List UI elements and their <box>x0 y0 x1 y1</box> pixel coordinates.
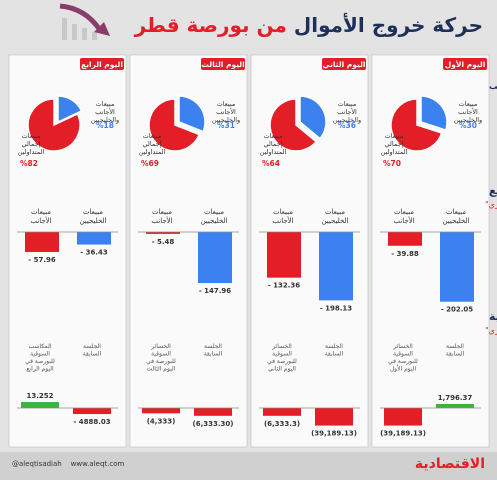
pie-slice-gulf-foreign-1 <box>420 95 448 131</box>
loss-cat-4-1: المكاسب السوقية للبورصة في اليوم الرابع <box>25 343 55 373</box>
section-loss-title: الخسائر السوقية <box>489 310 497 323</box>
pie-label-total-4: مبيعات إجمالي المتداولين <box>18 132 45 156</box>
loss-value-4-0: 4888.03 - <box>73 418 110 426</box>
net-bar-2-0 <box>319 232 353 301</box>
pie-value-total-3: %69 <box>141 159 159 168</box>
loss-bar-4-0 <box>73 408 111 415</box>
loss-cat-3-0: الجلسة السابقة <box>204 343 223 358</box>
loss-bar-1-0 <box>436 404 474 408</box>
loss-cat-2-0: الجلسة السابقة <box>325 343 344 358</box>
net-value-1-1: 39.88 - <box>391 250 419 258</box>
net-bar-4-0 <box>77 232 111 245</box>
loss-value-3-0: (6,333.30) <box>193 420 234 428</box>
pie-slice-gulf-foreign-2 <box>299 95 327 140</box>
day-badge-2 <box>322 58 366 70</box>
pie-slice-total-2 <box>269 98 318 152</box>
loss-bar-4-1 <box>21 402 59 408</box>
publisher-logo: الاقتصادية <box>414 456 485 472</box>
loss-value-4-1: 13.252 <box>26 392 53 400</box>
net-bar-1-1 <box>388 232 422 246</box>
footer: @aleqtisadiah www.aleqt.com الاقتصادية <box>0 452 497 480</box>
section-loss-unit: "مليار ريال قطري" <box>485 326 497 335</box>
pie-value-gulf-foreign-3: %31 <box>217 121 235 130</box>
net-bar-3-1 <box>146 232 180 234</box>
loss-bar-2-0 <box>315 408 353 426</box>
loss-cat-1-1: الخسائر السوقية للبورصة في اليوم الأول <box>388 343 418 373</box>
net-cat-2-0: مبيعات الخليجيين <box>321 208 348 225</box>
pie-label-gulf-foreign-1: مبيعات الأجانب والخليجيين <box>454 100 482 124</box>
loss-value-1-1: (39,189.13) <box>380 430 426 438</box>
section-net-title: قيمة صافي البيع <box>489 184 497 197</box>
twitter-handle: @aleqtisadiah <box>12 460 62 468</box>
down-trend-icon <box>59 3 110 40</box>
net-value-3-0: 147.96 - <box>199 287 231 295</box>
pie-slice-total-3 <box>148 98 201 152</box>
pie-value-gulf-foreign-1: %30 <box>459 121 477 130</box>
loss-bar-3-0 <box>194 408 232 416</box>
net-cat-2-1: مبيعات الأجانب <box>272 208 293 225</box>
pie-label-gulf-foreign-4: مبيعات الأجانب والخليجيين <box>91 100 119 124</box>
net-value-4-1: 57.96 - <box>28 256 56 264</box>
pie-label-total-2: مبيعات إجمالي المتداولين <box>260 132 287 156</box>
footer-social: @aleqtisadiah www.aleqt.com <box>12 460 124 468</box>
day-badge-3 <box>201 58 245 70</box>
pie-value-total-4: %82 <box>20 159 38 168</box>
loss-value-2-1: (6,333.3) <box>264 420 300 428</box>
pie-value-gulf-foreign-2: %36 <box>338 121 356 130</box>
title-part1: حركة خروج الأموال <box>293 13 483 37</box>
net-bar-2-1 <box>267 232 301 278</box>
page-title: حركة خروج الأموال من بورصة قطر <box>135 13 483 37</box>
day-badge-4 <box>80 58 124 70</box>
day-label-3: اليوم الثالث <box>201 60 244 69</box>
loss-cat-3-1: الخسائر السوقية للبورصة في اليوم الثالث <box>146 343 176 373</box>
day-badge-1 <box>443 58 487 70</box>
day-label-2: اليوم الثاني <box>323 60 366 69</box>
loss-cat-4-0: الجلسة السابقة <box>83 343 102 358</box>
loss-bar-2-1 <box>263 408 301 416</box>
net-value-2-0: 198.13 - <box>320 304 352 312</box>
net-value-1-0: 202.05 - <box>441 306 473 314</box>
net-value-4-0: 36.43 - <box>80 249 108 257</box>
net-bar-1-0 <box>440 232 474 302</box>
net-bar-3-0 <box>198 232 232 284</box>
pie-value-total-1: %70 <box>383 159 401 168</box>
pie-value-gulf-foreign-4: %18 <box>96 121 114 130</box>
net-bar-4-1 <box>25 232 59 252</box>
loss-cat-1-0: الجلسة السابقة <box>446 343 465 358</box>
net-value-3-1: 5.48 - <box>152 238 175 246</box>
loss-value-3-1: (4,333) <box>147 417 176 425</box>
pie-label-gulf-foreign-3: مبيعات الأجانب والخليجيين <box>212 100 240 124</box>
net-cat-4-0: مبيعات الخليجيين <box>79 208 106 225</box>
pie-slice-gulf-foreign-4 <box>57 95 83 124</box>
pie-slice-total-1 <box>390 98 443 152</box>
day-label-4: اليوم الرابع <box>81 60 123 69</box>
pie-value-total-2: %64 <box>262 159 280 168</box>
website-link[interactable]: www.aleqt.com <box>70 460 125 468</box>
net-cat-4-1: مبيعات الأجانب <box>30 208 51 225</box>
net-cat-1-1: مبيعات الأجانب <box>393 208 414 225</box>
net-value-2-1: 132.36 - <box>268 282 300 290</box>
title-part2: من بورصة قطر <box>134 13 287 37</box>
loss-value-1-0: 1,796.37 <box>438 394 473 402</box>
pie-slice-gulf-foreign-3 <box>178 95 206 133</box>
loss-cat-2-1: الخسائر السوقية للبورصة في اليوم الثاني <box>267 343 297 373</box>
loss-value-2-0: (39,189.13) <box>311 430 357 438</box>
loss-bar-3-1 <box>142 408 180 414</box>
net-cat-3-1: مبيعات الأجانب <box>151 208 172 225</box>
pie-label-gulf-foreign-2: مبيعات الأجانب والخليجيين <box>333 100 361 124</box>
loss-bar-1-1 <box>384 408 422 426</box>
pie-label-total-3: مبيعات إجمالي المتداولين <box>139 132 166 156</box>
section-ratio-title: نسبة مبيعات الخليجيين والأجانب <box>489 81 497 92</box>
net-cat-3-0: مبيعات الخليجيين <box>200 208 227 225</box>
net-cat-1-0: مبيعات الخليجيين <box>442 208 469 225</box>
day-label-1: اليوم الأول <box>445 60 486 69</box>
pie-slice-total-4 <box>27 98 81 152</box>
section-net-unit: "مليون ريال قطري" <box>485 200 497 209</box>
pie-label-total-1: مبيعات إجمالي المتداولين <box>381 132 408 156</box>
